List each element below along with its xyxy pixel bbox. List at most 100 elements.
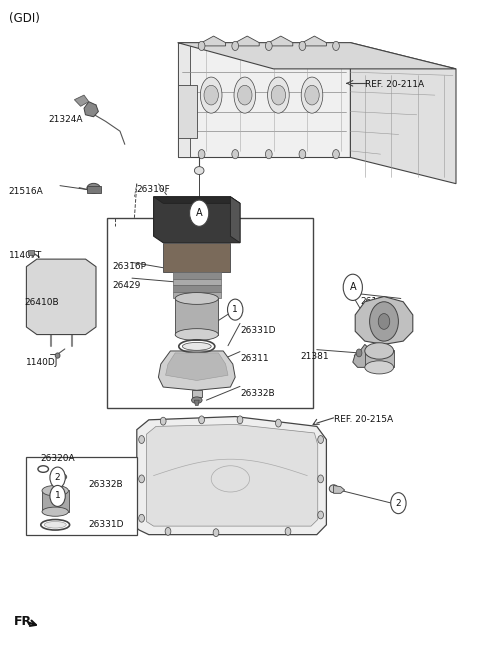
Bar (26, 457, 137, 535)
Ellipse shape (365, 342, 394, 359)
Circle shape (139, 475, 144, 483)
Bar (178, 85, 197, 138)
Bar (87, 186, 101, 193)
Text: 26332B: 26332B (89, 480, 123, 489)
Polygon shape (173, 279, 221, 285)
Text: 26331D: 26331D (240, 326, 276, 335)
Circle shape (333, 150, 339, 159)
Circle shape (213, 529, 219, 537)
Circle shape (356, 349, 362, 357)
Text: A: A (196, 208, 203, 218)
Polygon shape (60, 477, 64, 482)
Polygon shape (158, 351, 235, 390)
Polygon shape (154, 197, 240, 203)
Ellipse shape (192, 397, 202, 403)
Text: 21324A: 21324A (48, 115, 83, 124)
Text: 1140FT: 1140FT (9, 251, 42, 260)
Polygon shape (26, 259, 96, 335)
Ellipse shape (182, 342, 211, 350)
Circle shape (190, 200, 209, 226)
Polygon shape (355, 297, 413, 344)
Circle shape (232, 150, 239, 159)
Ellipse shape (301, 77, 323, 113)
Text: 26316P: 26316P (113, 262, 147, 272)
Circle shape (276, 419, 281, 427)
Ellipse shape (58, 474, 67, 480)
Bar (42, 490, 69, 512)
Circle shape (370, 302, 398, 341)
Polygon shape (146, 424, 318, 526)
Polygon shape (194, 400, 199, 405)
Circle shape (318, 511, 324, 519)
Text: 26100: 26100 (360, 297, 389, 306)
Circle shape (237, 416, 243, 424)
Circle shape (50, 485, 65, 506)
Ellipse shape (267, 77, 289, 113)
Polygon shape (84, 102, 98, 117)
Polygon shape (173, 285, 221, 292)
Polygon shape (353, 344, 374, 367)
Text: 1: 1 (55, 491, 60, 501)
Polygon shape (230, 197, 240, 243)
Polygon shape (173, 292, 221, 298)
Circle shape (299, 150, 306, 159)
Text: REF. 20-211A: REF. 20-211A (365, 80, 424, 89)
Polygon shape (178, 43, 456, 69)
Ellipse shape (55, 353, 60, 358)
Polygon shape (163, 243, 230, 272)
Polygon shape (173, 272, 221, 279)
Circle shape (378, 314, 390, 329)
Polygon shape (178, 43, 190, 157)
Ellipse shape (87, 183, 100, 194)
Bar (175, 298, 218, 335)
Text: 21516A: 21516A (9, 187, 43, 196)
Text: 2: 2 (396, 499, 401, 508)
Ellipse shape (194, 167, 204, 174)
Text: 26320A: 26320A (41, 454, 75, 463)
Polygon shape (334, 485, 345, 493)
Circle shape (285, 527, 291, 535)
Circle shape (318, 436, 324, 443)
Circle shape (50, 467, 65, 488)
Circle shape (305, 85, 319, 105)
Polygon shape (202, 36, 226, 46)
Circle shape (139, 436, 144, 443)
Text: 26332B: 26332B (240, 389, 275, 398)
Circle shape (271, 85, 286, 105)
Ellipse shape (175, 293, 218, 304)
Circle shape (299, 41, 306, 51)
Polygon shape (166, 353, 228, 380)
Polygon shape (269, 36, 293, 46)
Polygon shape (137, 417, 326, 535)
Text: 26410B: 26410B (24, 298, 59, 308)
Text: 1: 1 (232, 305, 238, 314)
Polygon shape (302, 36, 326, 46)
Text: 26311: 26311 (240, 354, 269, 363)
Text: 26310F: 26310F (137, 185, 170, 194)
Circle shape (238, 85, 252, 105)
Polygon shape (154, 197, 240, 243)
Circle shape (228, 299, 243, 320)
Bar (28, 250, 34, 255)
Text: 26429: 26429 (113, 281, 141, 290)
Circle shape (391, 493, 406, 514)
Circle shape (204, 85, 218, 105)
Circle shape (165, 527, 171, 535)
Circle shape (343, 274, 362, 300)
Circle shape (265, 41, 272, 51)
Bar (107, 218, 313, 408)
Text: FR.: FR. (13, 615, 36, 628)
Circle shape (333, 41, 339, 51)
Polygon shape (350, 43, 456, 184)
Ellipse shape (42, 507, 69, 516)
Polygon shape (192, 390, 202, 397)
Text: A: A (349, 282, 356, 293)
Circle shape (139, 514, 144, 522)
Polygon shape (74, 95, 89, 106)
Ellipse shape (329, 485, 338, 493)
Circle shape (198, 150, 205, 159)
Circle shape (160, 417, 166, 425)
Text: 26331D: 26331D (89, 520, 124, 529)
Ellipse shape (234, 77, 256, 113)
Polygon shape (178, 43, 350, 157)
